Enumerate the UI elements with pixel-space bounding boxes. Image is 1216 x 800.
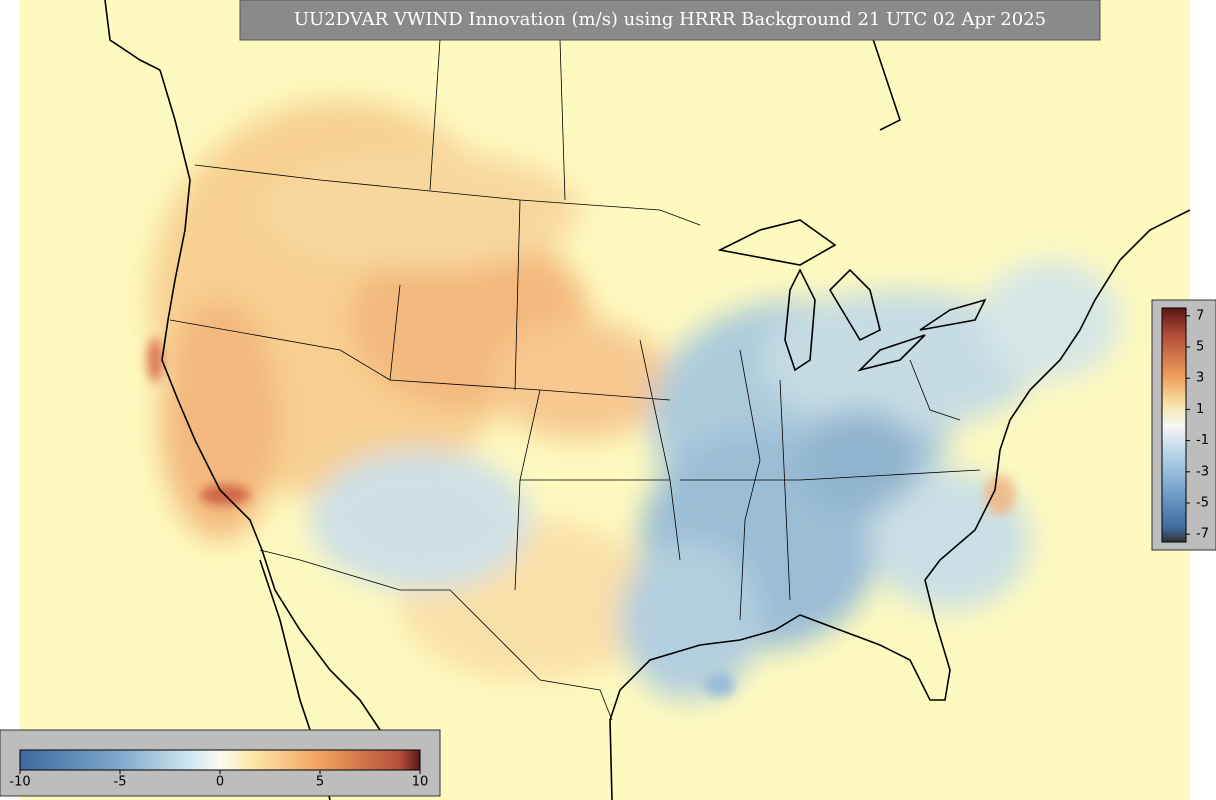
horizontal-colorbar: -10 -5 0 5 10	[0, 729, 441, 797]
vertical-colorbar: 7 5 3 1 -1 -3 -5 -7	[1151, 299, 1216, 551]
map-title: UU2DVAR VWIND Innovation (m/s) using HRR…	[294, 9, 1046, 30]
tick-label: -5	[114, 775, 127, 790]
tick-label: 3	[1196, 371, 1204, 386]
tick-label: -7	[1196, 527, 1209, 542]
tick-label: 5	[316, 775, 324, 790]
tick-label: -3	[1196, 464, 1209, 479]
tick-label: 1	[1196, 402, 1204, 417]
map	[20, 0, 1190, 800]
borders	[169, 39, 981, 721]
tick-label: 10	[412, 775, 429, 790]
title-box: UU2DVAR VWIND Innovation (m/s) using HRR…	[239, 0, 1101, 41]
tick-label: -5	[1196, 496, 1209, 511]
tick-label: -10	[9, 775, 30, 790]
tick-label: 0	[216, 775, 224, 790]
tick-label: 7	[1196, 308, 1204, 323]
tick-label: -1	[1196, 433, 1209, 448]
tick-label: 5	[1196, 340, 1204, 355]
